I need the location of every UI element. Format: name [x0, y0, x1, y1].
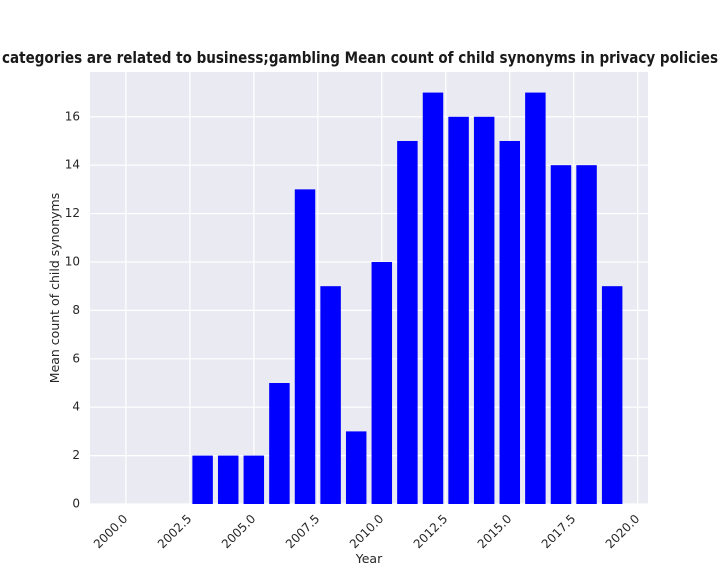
x-axis-label: Year — [355, 551, 383, 566]
bar-2018 — [576, 165, 597, 505]
y-tick-label: 12 — [65, 206, 80, 220]
y-tick-label: 14 — [65, 158, 80, 172]
y-tick-label: 4 — [72, 400, 80, 414]
y-tick-labels: 0 2 4 6 8 10 12 14 16 — [65, 109, 80, 510]
chart-title: categories are related to business;gambl… — [2, 48, 718, 67]
y-tick-label: 8 — [72, 303, 80, 317]
y-tick-label: 2 — [72, 448, 80, 462]
bar-2010 — [371, 261, 393, 504]
bar-2016 — [525, 92, 546, 505]
bar-2009 — [345, 431, 367, 504]
bar-2003 — [192, 455, 213, 504]
bar-2013 — [448, 116, 469, 505]
bar-2012 — [422, 92, 444, 505]
bar-2004 — [217, 455, 239, 504]
y-tick-label: 10 — [65, 254, 80, 268]
bar-2007 — [294, 189, 316, 504]
bar-2019 — [601, 286, 623, 504]
bar-2006 — [269, 382, 290, 504]
y-tick-label: 0 — [72, 497, 80, 511]
y-axis-label: Mean count of child synonyms — [47, 193, 62, 383]
bar-2015 — [499, 140, 521, 504]
bars — [192, 92, 623, 505]
bar-2017 — [550, 165, 572, 505]
y-tick-label: 16 — [65, 109, 80, 123]
bar-2005 — [243, 455, 265, 504]
bar-2014 — [473, 116, 495, 505]
bar-2008 — [320, 286, 341, 504]
y-tick-label: 6 — [72, 351, 80, 365]
bar-2011 — [397, 140, 418, 504]
